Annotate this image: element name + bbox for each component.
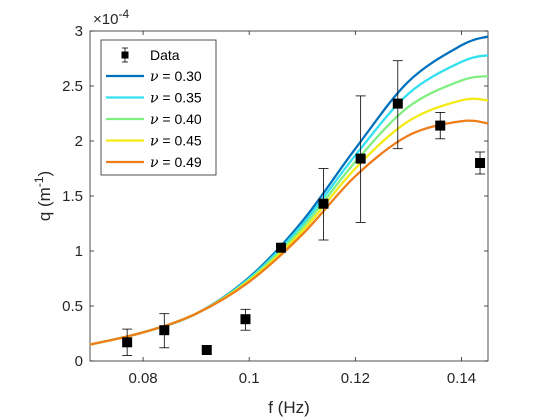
legend-label-data: Data — [150, 47, 180, 63]
data-point — [122, 337, 133, 348]
legend-label: ν = 0.35 — [150, 90, 202, 107]
data-point — [276, 242, 287, 253]
y-tick-label: 1 — [75, 243, 83, 260]
data-point — [318, 198, 329, 209]
legend-label-value: = 0.49 — [159, 154, 202, 170]
data-point — [159, 325, 170, 336]
data-point — [240, 314, 251, 325]
y-axis-ticks: 0 0.5 1 1.5 2 2.5 3 — [62, 23, 488, 370]
data-point — [392, 98, 403, 109]
x-tick-label: 0.08 — [128, 370, 157, 387]
legend-label: ν = 0.45 — [150, 133, 202, 150]
data-point — [435, 120, 446, 131]
x-tick-label: 0.12 — [341, 370, 370, 387]
y-tick-label: 3 — [75, 23, 83, 40]
y-multiplier-base: ×10 — [93, 11, 118, 28]
legend-label-symbol: ν — [150, 112, 159, 128]
legend-label-symbol: ν — [150, 69, 159, 85]
y-tick-label: 0 — [75, 353, 83, 370]
x-axis-ticks: 0.08 0.1 0.12 0.14 — [128, 31, 476, 387]
y-axis-label-close: ) — [35, 171, 54, 177]
data-point — [475, 158, 486, 168]
y-tick-label: 0.5 — [62, 298, 83, 315]
legend-label-value: = 0.30 — [159, 68, 202, 84]
y-multiplier-exponent: -4 — [118, 7, 129, 21]
legend-label-value: = 0.35 — [159, 90, 202, 106]
x-axis-label: f (Hz) — [268, 398, 310, 417]
legend-label: ν = 0.30 — [150, 68, 202, 85]
legend-label: ν = 0.40 — [150, 111, 202, 128]
data-points — [122, 60, 486, 356]
legend-label-value: = 0.40 — [159, 111, 202, 127]
y-axis-label: q (m-1) — [32, 171, 54, 221]
x-tick-label: 0.14 — [447, 370, 476, 387]
legend-label-value: = 0.45 — [159, 133, 202, 149]
legend-label-symbol: ν — [150, 134, 159, 150]
data-point — [201, 345, 212, 355]
y-tick-label: 2.5 — [62, 78, 83, 95]
legend-label-symbol: ν — [150, 91, 159, 107]
legend-data-marker — [121, 51, 129, 59]
legend-label: ν = 0.49 — [150, 154, 202, 171]
y-tick-label: 2 — [75, 133, 83, 150]
legend-box — [100, 39, 217, 176]
legend-label-symbol: ν — [150, 155, 159, 171]
y-tick-label: 1.5 — [62, 188, 83, 205]
y-multiplier: ×10-4 — [93, 7, 129, 28]
y-axis-label-sup: -1 — [32, 176, 46, 187]
data-point — [355, 153, 366, 164]
x-tick-label: 0.1 — [239, 370, 260, 387]
y-axis-label-main: q (m — [35, 187, 54, 221]
